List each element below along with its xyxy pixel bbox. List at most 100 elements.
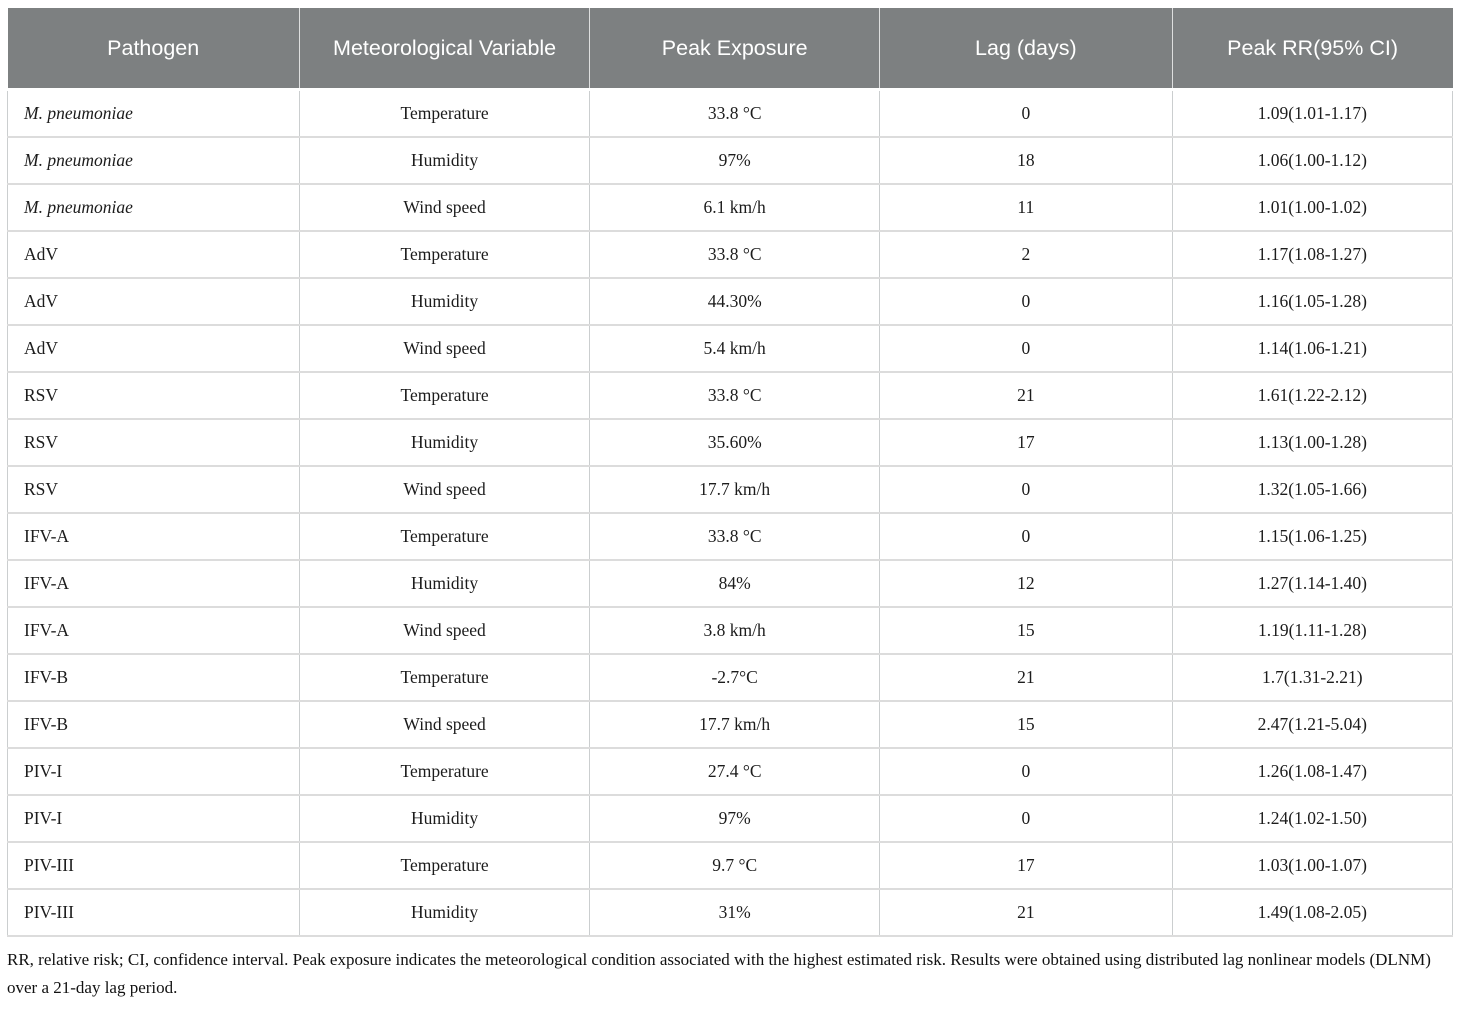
variable-cell: Temperature [298, 654, 590, 702]
table-row: RSV Wind speed 17.7 km/h 0 1.32(1.05-1.6… [7, 466, 1454, 514]
results-table: Pathogen Meteorological Variable Peak Ex… [7, 8, 1454, 937]
table-row: IFV-B Temperature -2.7°C 21 1.7(1.31-2.2… [7, 654, 1454, 702]
table-row: AdV Humidity 44.30% 0 1.16(1.05-1.28) [7, 278, 1454, 326]
pathogen-cell: PIV-III [7, 842, 300, 890]
pathogen-cell: AdV [7, 325, 300, 373]
variable-cell: Wind speed [298, 607, 590, 655]
variable-cell: Wind speed [298, 466, 590, 514]
peak-exposure-cell: 6.1 km/h [589, 184, 880, 232]
pathogen-cell: IFV-B [7, 701, 300, 749]
col-header-met-variable: Meteorological Variable [298, 8, 590, 91]
lag-cell: 21 [879, 372, 1173, 420]
table-row: RSV Humidity 35.60% 17 1.13(1.00-1.28) [7, 419, 1454, 467]
pathogen-cell: IFV-A [7, 513, 300, 561]
variable-cell: Wind speed [298, 325, 590, 373]
variable-cell: Temperature [298, 842, 590, 890]
peak-exposure-cell: 5.4 km/h [589, 325, 880, 373]
variable-cell: Humidity [298, 278, 590, 326]
peak-rr-cell: 2.47(1.21-5.04) [1171, 701, 1454, 749]
table-footnote: RR, relative risk; CI, confidence interv… [7, 950, 1431, 998]
pathogen-cell: PIV-I [7, 795, 300, 843]
peak-exposure-cell: 17.7 km/h [589, 466, 880, 514]
peak-rr-cell: 1.7(1.31-2.21) [1171, 654, 1454, 702]
lag-cell: 15 [879, 607, 1173, 655]
peak-exposure-cell: 44.30% [589, 278, 880, 326]
lag-cell: 0 [879, 748, 1173, 796]
peak-rr-cell: 1.16(1.05-1.28) [1171, 278, 1454, 326]
lag-cell: 17 [879, 419, 1173, 467]
pathogen-cell: PIV-I [7, 748, 300, 796]
peak-exposure-cell: 17.7 km/h [589, 701, 880, 749]
peak-rr-cell: 1.13(1.00-1.28) [1171, 419, 1454, 467]
peak-rr-cell: 1.03(1.00-1.07) [1171, 842, 1454, 890]
peak-exposure-cell: 84% [589, 560, 880, 608]
peak-exposure-cell: 33.8 °C [589, 513, 880, 561]
variable-cell: Humidity [298, 560, 590, 608]
lag-cell: 21 [879, 654, 1173, 702]
variable-cell: Temperature [298, 89, 590, 138]
lag-cell: 18 [879, 137, 1173, 185]
peak-exposure-cell: 33.8 °C [589, 372, 880, 420]
lag-cell: 0 [879, 795, 1173, 843]
peak-rr-cell: 1.14(1.06-1.21) [1171, 325, 1454, 373]
table-row: IFV-A Temperature 33.8 °C 0 1.15(1.06-1.… [7, 513, 1454, 561]
table-row: IFV-A Humidity 84% 12 1.27(1.14-1.40) [7, 560, 1454, 608]
variable-cell: Wind speed [298, 184, 590, 232]
peak-exposure-cell: 97% [589, 137, 880, 185]
table-row: IFV-A Wind speed 3.8 km/h 15 1.19(1.11-1… [7, 607, 1454, 655]
peak-rr-cell: 1.06(1.00-1.12) [1171, 137, 1454, 185]
variable-cell: Humidity [298, 795, 590, 843]
peak-exposure-cell: 35.60% [589, 419, 880, 467]
header-row: Pathogen Meteorological Variable Peak Ex… [7, 8, 1453, 91]
table-header: Pathogen Meteorological Variable Peak Ex… [7, 8, 1453, 91]
lag-cell: 0 [879, 89, 1173, 138]
peak-exposure-cell: -2.7°C [589, 654, 880, 702]
lag-cell: 0 [879, 466, 1173, 514]
lag-cell: 2 [879, 231, 1173, 279]
table-row: M. pneumoniae Humidity 97% 18 1.06(1.00-… [7, 137, 1454, 185]
table-row: IFV-B Wind speed 17.7 km/h 15 2.47(1.21-… [7, 701, 1454, 749]
peak-rr-cell: 1.49(1.08-2.05) [1171, 889, 1454, 937]
table-body: M. pneumoniae Temperature 33.8 °C 0 1.09… [7, 89, 1454, 937]
table-row: PIV-I Humidity 97% 0 1.24(1.02-1.50) [7, 795, 1454, 843]
lag-cell: 21 [879, 889, 1173, 937]
table-row: M. pneumoniae Temperature 33.8 °C 0 1.09… [7, 89, 1454, 138]
table-row: AdV Temperature 33.8 °C 2 1.17(1.08-1.27… [7, 231, 1454, 279]
pathogen-cell: IFV-A [7, 607, 300, 655]
pathogen-cell: RSV [7, 466, 300, 514]
col-header-lag-days: Lag (days) [879, 8, 1173, 91]
lag-cell: 0 [879, 513, 1173, 561]
pathogen-cell: RSV [7, 372, 300, 420]
pathogen-cell: M. pneumoniae [7, 184, 300, 232]
peak-exposure-cell: 31% [589, 889, 880, 937]
variable-cell: Temperature [298, 372, 590, 420]
pathogen-cell: IFV-B [7, 654, 300, 702]
peak-exposure-cell: 97% [589, 795, 880, 843]
lag-cell: 11 [879, 184, 1173, 232]
variable-cell: Humidity [298, 889, 590, 937]
table-row: PIV-I Temperature 27.4 °C 0 1.26(1.08-1.… [7, 748, 1454, 796]
col-header-peak-rr: Peak RR(95% CI) [1171, 8, 1453, 91]
peak-rr-cell: 1.17(1.08-1.27) [1171, 231, 1454, 279]
peak-rr-cell: 1.61(1.22-2.12) [1171, 372, 1454, 420]
table-row: RSV Temperature 33.8 °C 21 1.61(1.22-2.1… [7, 372, 1454, 420]
peak-exposure-cell: 9.7 °C [589, 842, 880, 890]
table-row: PIV-III Humidity 31% 21 1.49(1.08-2.05) [7, 889, 1454, 937]
pathogen-cell: RSV [7, 419, 300, 467]
peak-exposure-cell: 3.8 km/h [589, 607, 880, 655]
pathogen-cell: PIV-III [7, 889, 300, 937]
peak-rr-cell: 1.27(1.14-1.40) [1171, 560, 1454, 608]
variable-cell: Temperature [298, 748, 590, 796]
pathogen-cell: M. pneumoniae [7, 137, 300, 185]
peak-rr-cell: 1.09(1.01-1.17) [1171, 89, 1454, 138]
peak-rr-cell: 1.26(1.08-1.47) [1171, 748, 1454, 796]
table-row: AdV Wind speed 5.4 km/h 0 1.14(1.06-1.21… [7, 325, 1454, 373]
pathogen-cell: M. pneumoniae [7, 89, 300, 138]
pathogen-cell: AdV [7, 278, 300, 326]
col-header-peak-exposure: Peak Exposure [589, 8, 880, 91]
col-header-pathogen: Pathogen [7, 8, 300, 91]
peak-exposure-cell: 27.4 °C [589, 748, 880, 796]
lag-cell: 17 [879, 842, 1173, 890]
table-row: PIV-III Temperature 9.7 °C 17 1.03(1.00-… [7, 842, 1454, 890]
